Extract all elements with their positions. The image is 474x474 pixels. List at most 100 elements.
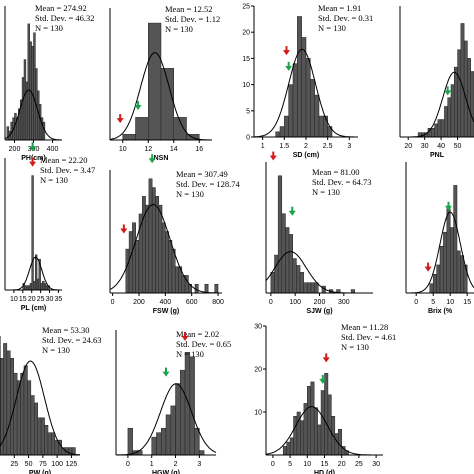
histogram-bar [168,240,173,294]
histogram-bar [40,283,43,291]
histogram-bar [10,358,14,456]
histogram-bar [51,432,56,456]
stats-sd: Std. Dev. = 0.31 [318,13,373,23]
y-tick-label: 10 [254,410,262,417]
stats-sd: Std. Dev. = 1.12 [165,14,220,24]
y-tick-label: 30 [254,324,262,331]
x-tick-label: 10 [446,299,454,306]
x-axis-label: FSW (g) [153,308,179,315]
histogram-bar [279,126,285,138]
histogram-bar [165,414,172,456]
histogram-bar [300,420,305,456]
x-tick-label: 400 [47,146,59,153]
x-tick-label: 200 [133,299,145,306]
histogram-bar [338,428,342,456]
histogram-bar [142,196,146,294]
x-tick-label: 3 [347,143,351,150]
histogram-bar [453,185,458,294]
histogram-bar [323,115,328,138]
histogram-bar [286,441,291,456]
histogram-bar [324,373,329,456]
x-axis-label: PNL [430,152,445,159]
histogram-bar [463,264,468,294]
x-axis-label: HD (d) [314,470,335,474]
normal-curve [253,48,358,138]
histogram-bar [310,79,315,138]
red-arrow-icon [29,157,37,167]
normal-curve [109,203,222,294]
histogram-bar [6,350,11,456]
normal-curve [0,360,80,456]
histogram-bar [29,283,32,291]
x-tick-label: 25 [10,461,18,468]
x-axis-label: SJW (g) [306,308,332,315]
stats-sd: Std. Dev. = 128.74 [176,179,240,189]
x-axis-label: PW (g) [29,470,51,474]
histogram-bar [20,372,25,456]
x-axis-label: PL (cm) [21,305,47,312]
histogram-bar [270,272,275,294]
histogram-bar [463,40,468,138]
histogram-bar [317,424,322,456]
stats-mean: Mean = 307.49 [176,169,228,179]
green-arrow-icon [319,374,327,384]
red-arrow-icon [269,151,277,161]
x-axis-label: HGW (g) [152,470,180,474]
green-arrow-icon [445,201,452,211]
histogram-bar [175,383,181,456]
histogram-bar [285,227,290,294]
histogram-bar [320,390,325,456]
histogram-bar [34,402,38,456]
histogram-bar [274,254,279,294]
stats-mean: Mean = 2.02 [176,329,219,339]
histogram-bar [429,283,434,294]
y-tick-label: 15 [242,56,250,63]
stats-sd: Std. Dev. = 3.47 [40,165,95,175]
stats-sd: Std. Dev. = 24.63 [42,335,102,345]
x-tick-label: 30 [372,461,380,468]
histogram-bar [447,97,452,138]
x-tick-label: 14 [170,146,178,153]
x-tick-label: 400 [159,299,171,306]
histogram-bar [297,16,302,138]
stats-n: N = 130 [318,23,346,33]
histogram-bar [30,395,35,456]
histogram-bar [135,240,140,294]
histogram-bar [307,282,312,294]
stats-mean: Mean = 53.30 [42,325,90,335]
histogram-bar [189,356,195,456]
stats-mean: Mean = 81.00 [312,167,360,177]
histogram-bar [432,274,437,294]
histogram-bar [318,115,324,138]
x-tick-label: 0 [111,299,115,306]
histogram-bar [281,213,286,294]
histogram-bar [40,417,45,456]
green-arrow-icon [285,61,293,71]
histogram-bar [327,394,332,456]
histogram-bar [122,134,136,141]
histogram-bar [174,266,179,294]
stats-n: N = 130 [341,342,369,352]
histogram-bar [457,49,462,138]
histogram-panel-11: 0 5 10 15 20 25 30 10 20 30 HD (d) Mean = 11.28Std.… [254,322,396,474]
histogram-bar [305,58,311,138]
x-tick-label: 30 [421,143,429,150]
histogram-bar [161,222,166,294]
histogram-bar [35,254,38,291]
stats-n: N = 130 [176,349,204,359]
x-tick-label: 3 [197,461,201,468]
x-tick-label: 25 [355,461,363,468]
histogram-bar [450,84,455,138]
histogram-bar [310,381,315,456]
x-tick-label: 200 [9,146,21,153]
histogram-bar [460,23,465,138]
histogram-bar [160,427,167,456]
stats-sd: Std. Dev. = 4.61 [341,332,396,342]
histogram-bar [314,94,320,138]
histogram-bar [436,264,441,294]
histogram-bar [456,250,461,294]
red-arrow-icon [116,114,124,124]
histogram-bar [181,275,186,294]
